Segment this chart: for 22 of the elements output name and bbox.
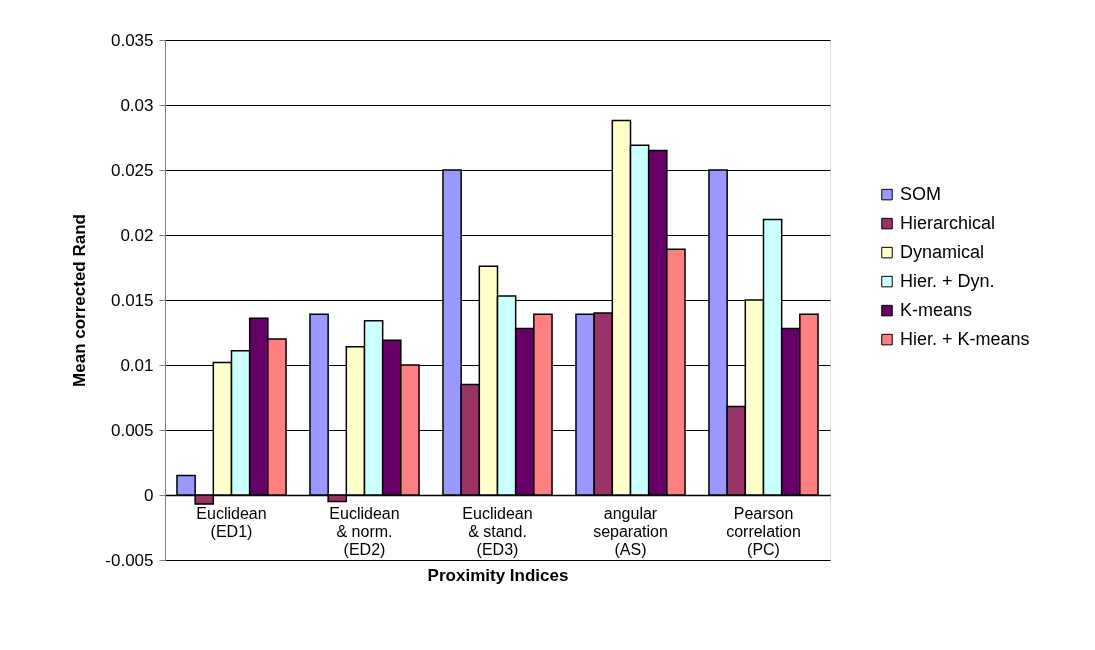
x-tick-label: Euclidean (ED1) [196, 504, 267, 540]
legend-label: SOM [900, 183, 942, 204]
y-axis-title: Mean corrected Rand [70, 214, 90, 387]
y-tick-label: 0.015 [110, 290, 154, 310]
legend-label: Hier. + K-means [900, 328, 1030, 349]
legend-label: Hier. + Dyn. [900, 270, 995, 291]
y-tick-label: -0.005 [105, 550, 154, 570]
y-tick-label: 0.025 [110, 160, 154, 180]
y-tick-label: 0.035 [110, 30, 154, 50]
y-tick-label: 0 [144, 485, 154, 505]
y-tick-label: 0.005 [110, 420, 154, 440]
legend-label: Dynamical [900, 241, 985, 262]
x-tick-label: Pearson correlation (PC) [726, 504, 801, 558]
y-tick-label: 0.01 [120, 355, 154, 375]
x-tick-label: Euclidean & stand. (ED3) [462, 504, 533, 558]
y-tick-label: 0.03 [120, 95, 154, 115]
x-tick-label: angular separation (AS) [593, 504, 668, 558]
legend-label: K-means [900, 299, 973, 320]
y-tick-label: 0.02 [120, 225, 154, 245]
x-tick-label: Euclidean & norm. (ED2) [329, 504, 400, 558]
legend-label: Hierarchical [900, 212, 996, 233]
x-axis-title: Proximity Indices [427, 565, 569, 585]
